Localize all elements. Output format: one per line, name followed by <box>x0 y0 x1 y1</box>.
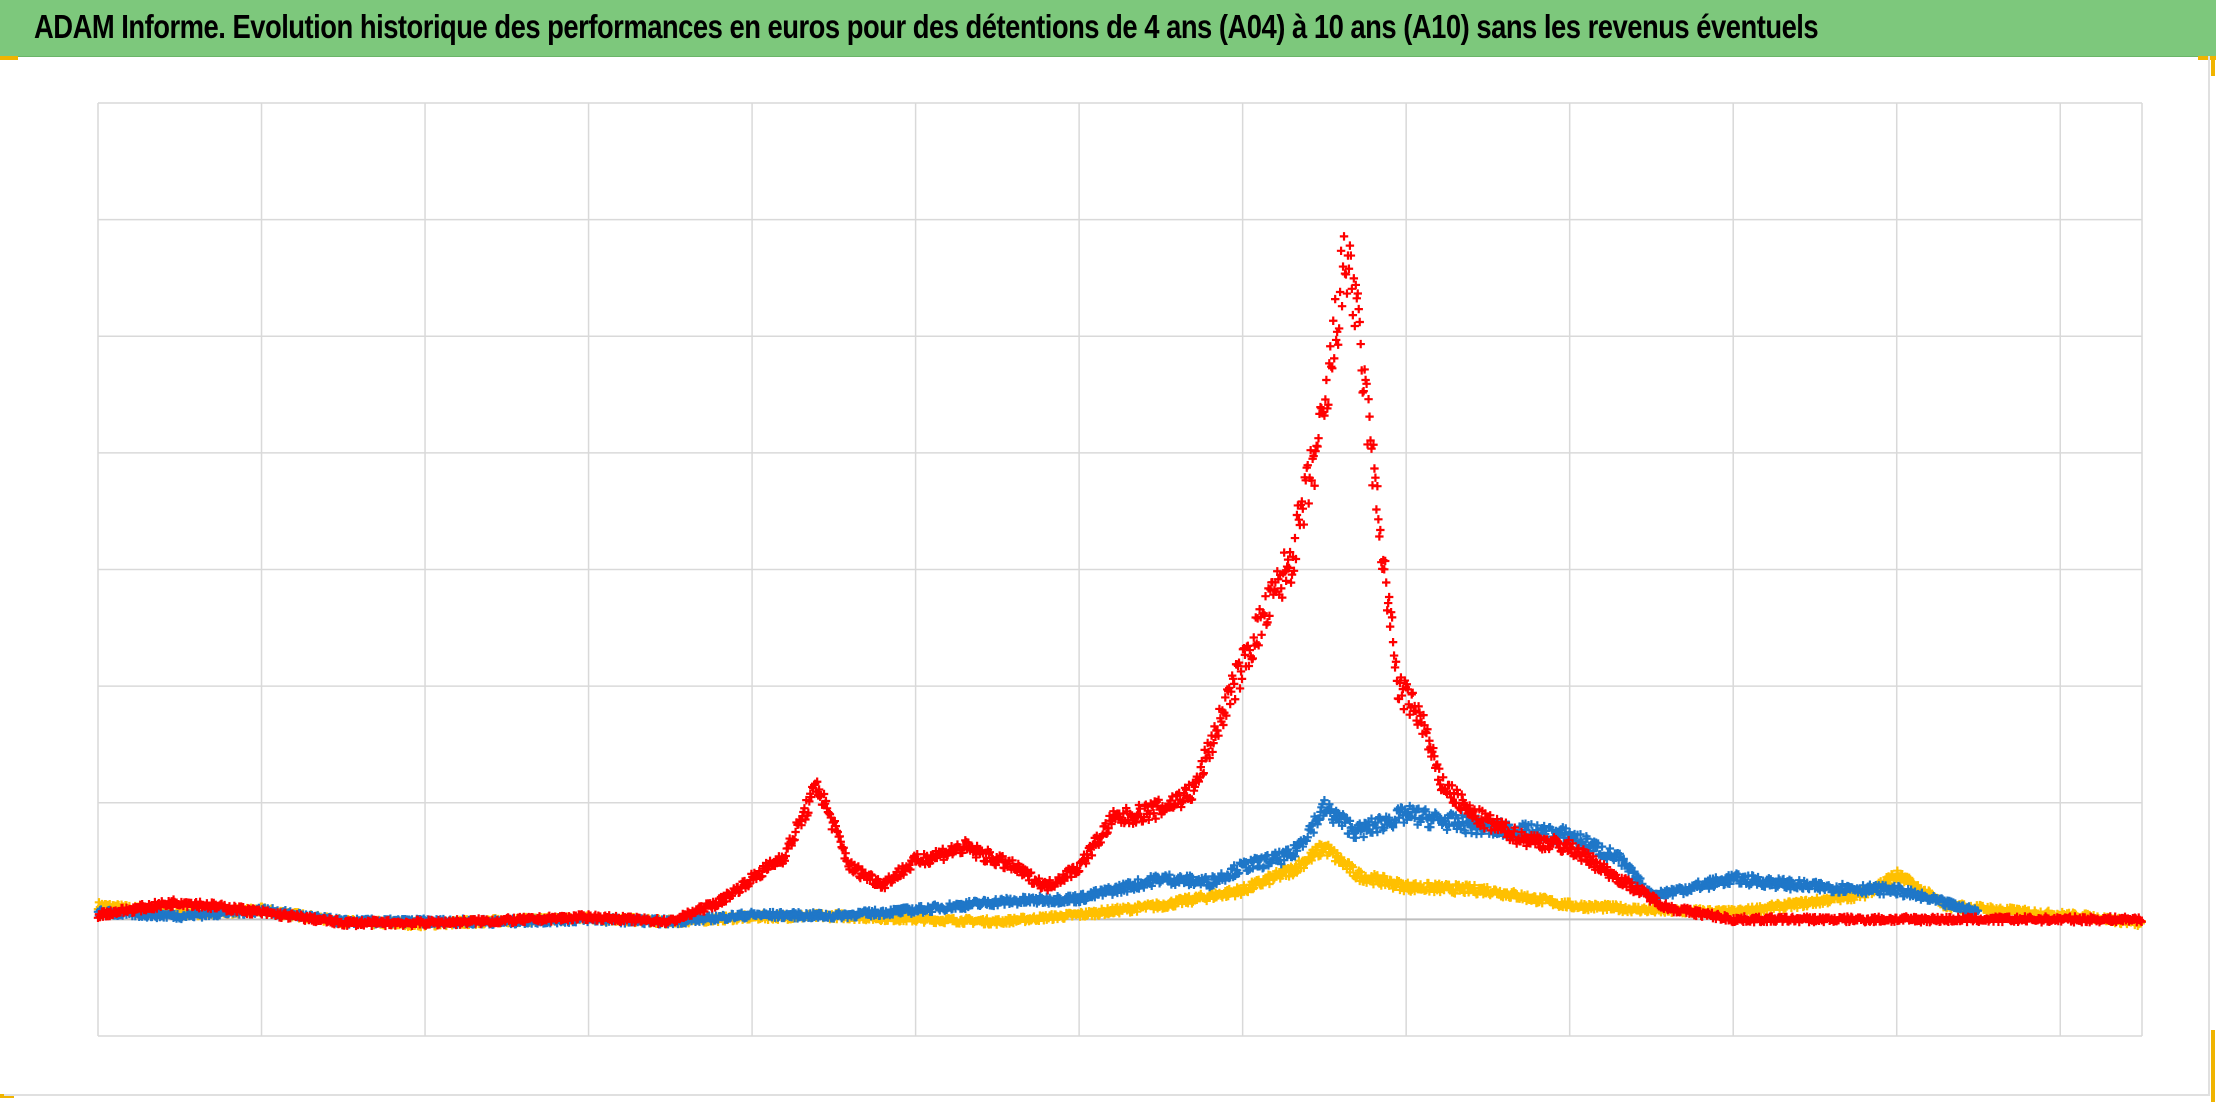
data-point <box>1348 862 1358 872</box>
data-point <box>1307 856 1316 865</box>
data-point <box>1450 889 1460 898</box>
corner-mark-bottom-right <box>2211 1030 2215 1102</box>
data-point <box>1284 872 1294 881</box>
title-bar: ADAM Informe. Evolution historique des p… <box>0 0 2216 57</box>
data-point <box>1380 872 1389 881</box>
corner-mark-top-right <box>2198 56 2216 60</box>
data-point <box>791 827 800 837</box>
data-point <box>1265 879 1274 889</box>
corner-mark-bottom-left <box>0 1094 14 1098</box>
corner-mark-right-edge <box>2211 56 2215 76</box>
corner-mark-top-left <box>0 56 18 60</box>
series-layer <box>93 232 2146 932</box>
chart-title: ADAM Informe. Evolution historique des p… <box>34 8 1819 45</box>
chart-frame <box>4 56 2210 1096</box>
data-point <box>1470 880 1479 890</box>
data-point <box>1403 878 1412 887</box>
data-point <box>1299 863 1308 873</box>
